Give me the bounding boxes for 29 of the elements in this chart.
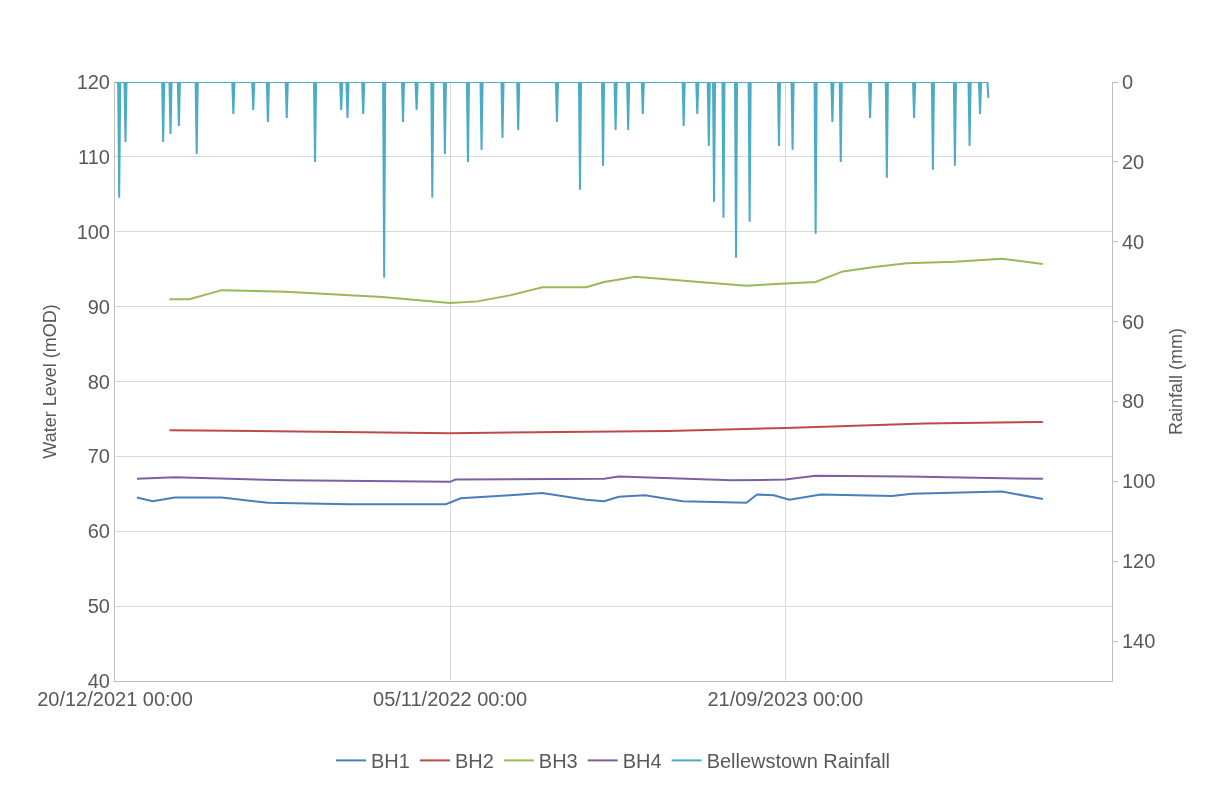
y2-tick-label: 80	[1122, 390, 1145, 413]
y2-tick-label: 40	[1122, 230, 1145, 253]
legend-label: BH1	[371, 750, 410, 773]
line-series	[135, 490, 1044, 506]
y-tick-label: 60	[87, 520, 110, 543]
legend-label: BH2	[454, 750, 494, 773]
y2-axis-title: Rainfall (mm)	[1166, 327, 1187, 436]
x-tick-label: 05/11/2022 00:00	[373, 688, 528, 710]
y-tick-label: 100	[76, 220, 110, 243]
line-series	[168, 420, 1044, 435]
y-tick-label: 120	[76, 71, 110, 93]
y2-tick-label: 0	[1122, 71, 1134, 93]
legend-label: BH3	[538, 750, 578, 773]
y2-tick-label: 140	[1122, 630, 1156, 653]
y-tick-label: 90	[87, 295, 110, 318]
line-series	[168, 257, 1044, 304]
y-tick-label: 110	[78, 145, 110, 168]
y2-tick-label: 120	[1122, 550, 1156, 573]
x-tick-label: 21/09/2023 00:00	[707, 688, 864, 710]
y2-tick-label: 60	[1122, 310, 1145, 333]
y-axis-title: Water Level (mOD)	[39, 304, 60, 459]
y-tick-label: 50	[87, 595, 110, 618]
line-series	[115, 82, 990, 279]
legend-label: BH4	[622, 750, 662, 773]
legend-label: Bellewstown Rainfall	[706, 750, 891, 773]
y2-tick-label: 20	[1122, 150, 1145, 173]
y-tick-label: 70	[87, 445, 110, 468]
y-tick-label: 80	[87, 370, 110, 393]
y2-tick-label: 100	[1122, 470, 1156, 493]
